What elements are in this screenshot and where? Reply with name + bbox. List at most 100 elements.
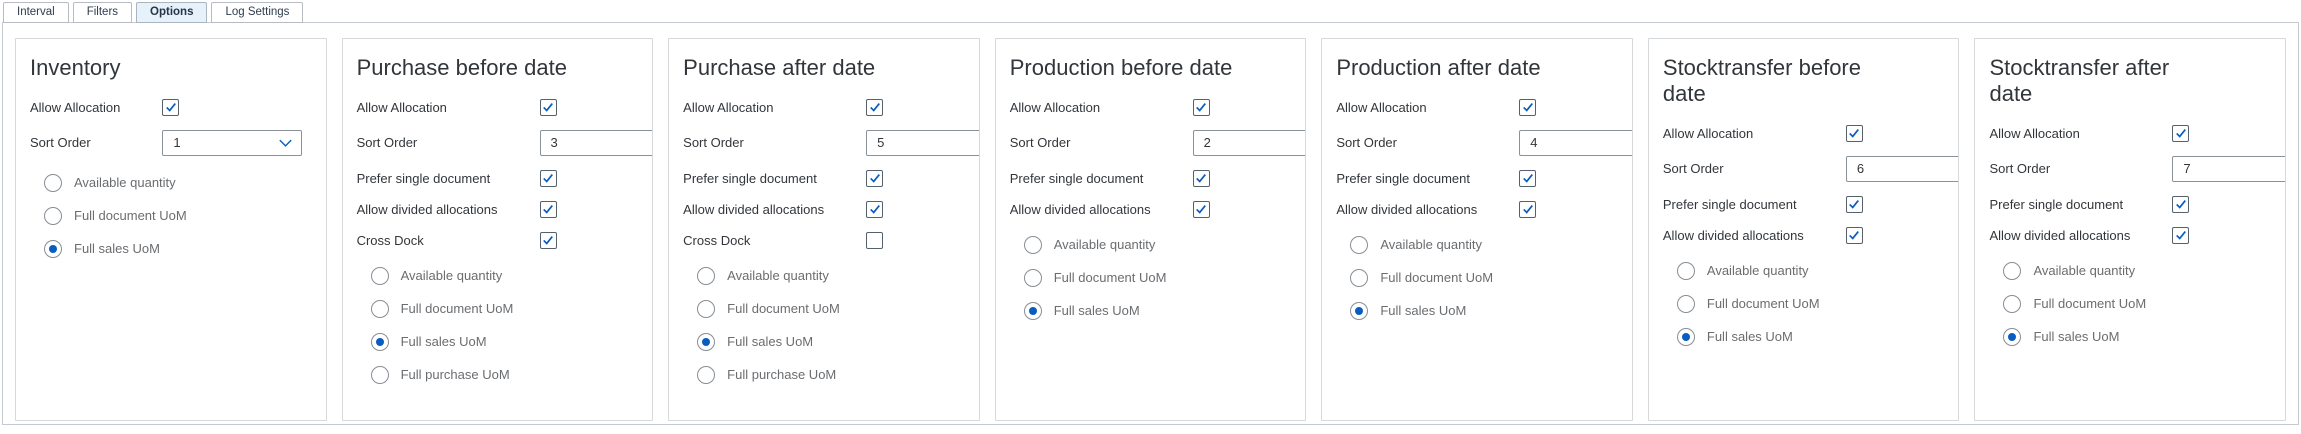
checkbox-allow-divided-allocations[interactable]	[1845, 226, 1863, 244]
radio-available-quantity[interactable]: Available quantity	[370, 266, 639, 285]
radio-label: Full sales UoM	[1053, 303, 1140, 319]
radio-group: Available quantity Full document UoM Ful…	[1010, 235, 1292, 320]
sort-order-dropdown[interactable]: 2	[1192, 129, 1306, 156]
checkbox-allow-allocation[interactable]	[162, 98, 180, 116]
field-control	[866, 98, 979, 116]
checkmark-icon	[869, 205, 880, 215]
radio-full-sales-uom[interactable]: Full sales UoM	[1676, 327, 1945, 346]
field-label: Allow Allocation	[1989, 125, 2080, 141]
field-list: Allow Allocation Sort Order 7 Prefer sin…	[1989, 124, 2286, 244]
radio-full-document-uom[interactable]: Full document UoM	[1676, 294, 1945, 313]
radio-full-purchase-uom[interactable]: Full purchase UoM	[370, 365, 639, 384]
dropdown-value: 5	[877, 135, 885, 151]
radio-full-sales-uom[interactable]: Full sales UoM	[2003, 327, 2271, 346]
radio-dot-icon	[1028, 306, 1037, 315]
panel-production-after-date: Production after date Allow Allocation S…	[1321, 38, 1633, 421]
field-control	[1519, 98, 1632, 116]
field-label: Sort Order	[356, 135, 418, 151]
field-label: Allow Allocation	[1009, 99, 1101, 115]
field-control: 2	[1192, 129, 1306, 156]
tab-interval[interactable]: Interval	[3, 2, 69, 23]
dropdown-value: 3	[550, 135, 558, 151]
sort-order-dropdown[interactable]: 7	[2172, 155, 2286, 182]
radio-full-sales-uom[interactable]: Full sales UoM	[370, 332, 639, 351]
panel-title: Stocktransfer before date	[1662, 55, 1861, 106]
radio-dot-icon	[375, 337, 384, 346]
radio-full-sales-uom[interactable]: Full sales UoM	[1350, 301, 1618, 320]
field-control	[539, 231, 653, 249]
radio-full-document-uom[interactable]: Full document UoM	[2003, 294, 2271, 313]
radio-available-quantity[interactable]: Available quantity	[1023, 235, 1292, 254]
field-control: 4	[1519, 129, 1632, 156]
checkbox-allow-allocation[interactable]	[866, 98, 884, 116]
field-label: Prefer single document	[356, 170, 491, 186]
checkbox-prefer-single-document[interactable]	[866, 169, 884, 187]
dropdown-value: 2	[1203, 135, 1211, 151]
sort-order-dropdown[interactable]: 5	[866, 129, 979, 156]
radio-available-quantity[interactable]: Available quantity	[697, 266, 965, 285]
radio-full-sales-uom[interactable]: Full sales UoM	[697, 332, 965, 351]
radio-label: Full document UoM	[1380, 270, 1494, 286]
checkbox-prefer-single-document[interactable]	[2172, 195, 2190, 213]
dropdown-value: 6	[1856, 161, 1865, 177]
tab-filters[interactable]: Filters	[72, 2, 133, 23]
radio-available-quantity[interactable]: Available quantity	[1350, 235, 1618, 254]
radio-circle-icon	[1350, 301, 1369, 320]
radio-circle-icon	[1023, 235, 1042, 254]
checkbox-allow-divided-allocations[interactable]	[539, 200, 557, 218]
checkbox-cross-dock[interactable]	[866, 231, 884, 249]
checkbox-allow-divided-allocations[interactable]	[866, 200, 884, 218]
radio-label: Full sales UoM	[2033, 329, 2120, 345]
radio-label: Available quantity	[400, 268, 503, 284]
checkbox-allow-allocation[interactable]	[1192, 98, 1210, 116]
radio-full-document-uom[interactable]: Full document UoM	[370, 299, 639, 318]
radio-dot-icon	[1355, 306, 1364, 315]
checkbox-prefer-single-document[interactable]	[1192, 169, 1210, 187]
radio-label: Full document UoM	[74, 208, 187, 224]
checkbox-cross-dock[interactable]	[539, 231, 557, 249]
checkbox-allow-divided-allocations[interactable]	[1192, 200, 1210, 218]
checkbox-allow-allocation[interactable]	[1519, 98, 1537, 116]
sort-order-dropdown[interactable]: 1	[162, 129, 303, 156]
field-label: Allow divided allocations	[1989, 227, 2131, 243]
radio-full-sales-uom[interactable]: Full sales UoM	[1023, 301, 1292, 320]
checkmark-icon	[543, 103, 553, 113]
field-list: Allow Allocation Sort Order 5 Prefer sin…	[683, 98, 979, 249]
field-control	[1519, 169, 1632, 187]
radio-circle-icon	[1676, 294, 1695, 313]
field-label: Allow Allocation	[30, 99, 121, 115]
checkbox-prefer-single-document[interactable]	[1519, 169, 1537, 187]
sort-order-dropdown[interactable]: 6	[1845, 155, 1959, 182]
radio-available-quantity[interactable]: Available quantity	[44, 173, 312, 192]
radio-available-quantity[interactable]: Available quantity	[2003, 261, 2271, 280]
panel-inventory: Inventory Allow Allocation Sort Order 1 …	[15, 38, 327, 421]
radio-full-document-uom[interactable]: Full document UoM	[1350, 268, 1618, 287]
tab-label: Options	[150, 6, 194, 18]
sort-order-dropdown[interactable]: 4	[1519, 129, 1632, 156]
radio-full-purchase-uom[interactable]: Full purchase UoM	[697, 365, 965, 384]
radio-full-sales-uom[interactable]: Full sales UoM	[44, 239, 312, 258]
checkbox-allow-allocation[interactable]	[1845, 124, 1863, 142]
radio-full-document-uom[interactable]: Full document UoM	[1023, 268, 1292, 287]
radio-full-document-uom[interactable]: Full document UoM	[44, 206, 312, 225]
checkbox-prefer-single-document[interactable]	[1845, 195, 1863, 213]
checkbox-prefer-single-document[interactable]	[539, 169, 557, 187]
tab-options[interactable]: Options	[136, 2, 208, 23]
field-control: 5	[866, 129, 979, 156]
radio-label: Available quantity	[2033, 263, 2136, 279]
tab-log-settings[interactable]: Log Settings	[211, 2, 304, 23]
checkbox-allow-allocation[interactable]	[2172, 124, 2190, 142]
radio-full-document-uom[interactable]: Full document UoM	[697, 299, 965, 318]
checkbox-allow-divided-allocations[interactable]	[2172, 226, 2190, 244]
sort-order-dropdown[interactable]: 3	[539, 129, 653, 156]
field-label: Allow Allocation	[356, 99, 447, 115]
field-list: Allow Allocation Sort Order 1	[30, 98, 312, 156]
checkbox-allow-allocation[interactable]	[539, 98, 557, 116]
checkbox-allow-divided-allocations[interactable]	[1519, 200, 1537, 218]
radio-available-quantity[interactable]: Available quantity	[1676, 261, 1945, 280]
panel-stocktransfer-after-date: Stocktransfer after date Allow Allocatio…	[1974, 38, 2287, 421]
radio-group: Available quantity Full document UoM Ful…	[1336, 235, 1618, 320]
radio-label: Full purchase UoM	[727, 367, 837, 383]
radio-circle-icon	[44, 173, 62, 192]
radio-circle-icon	[2003, 327, 2022, 346]
